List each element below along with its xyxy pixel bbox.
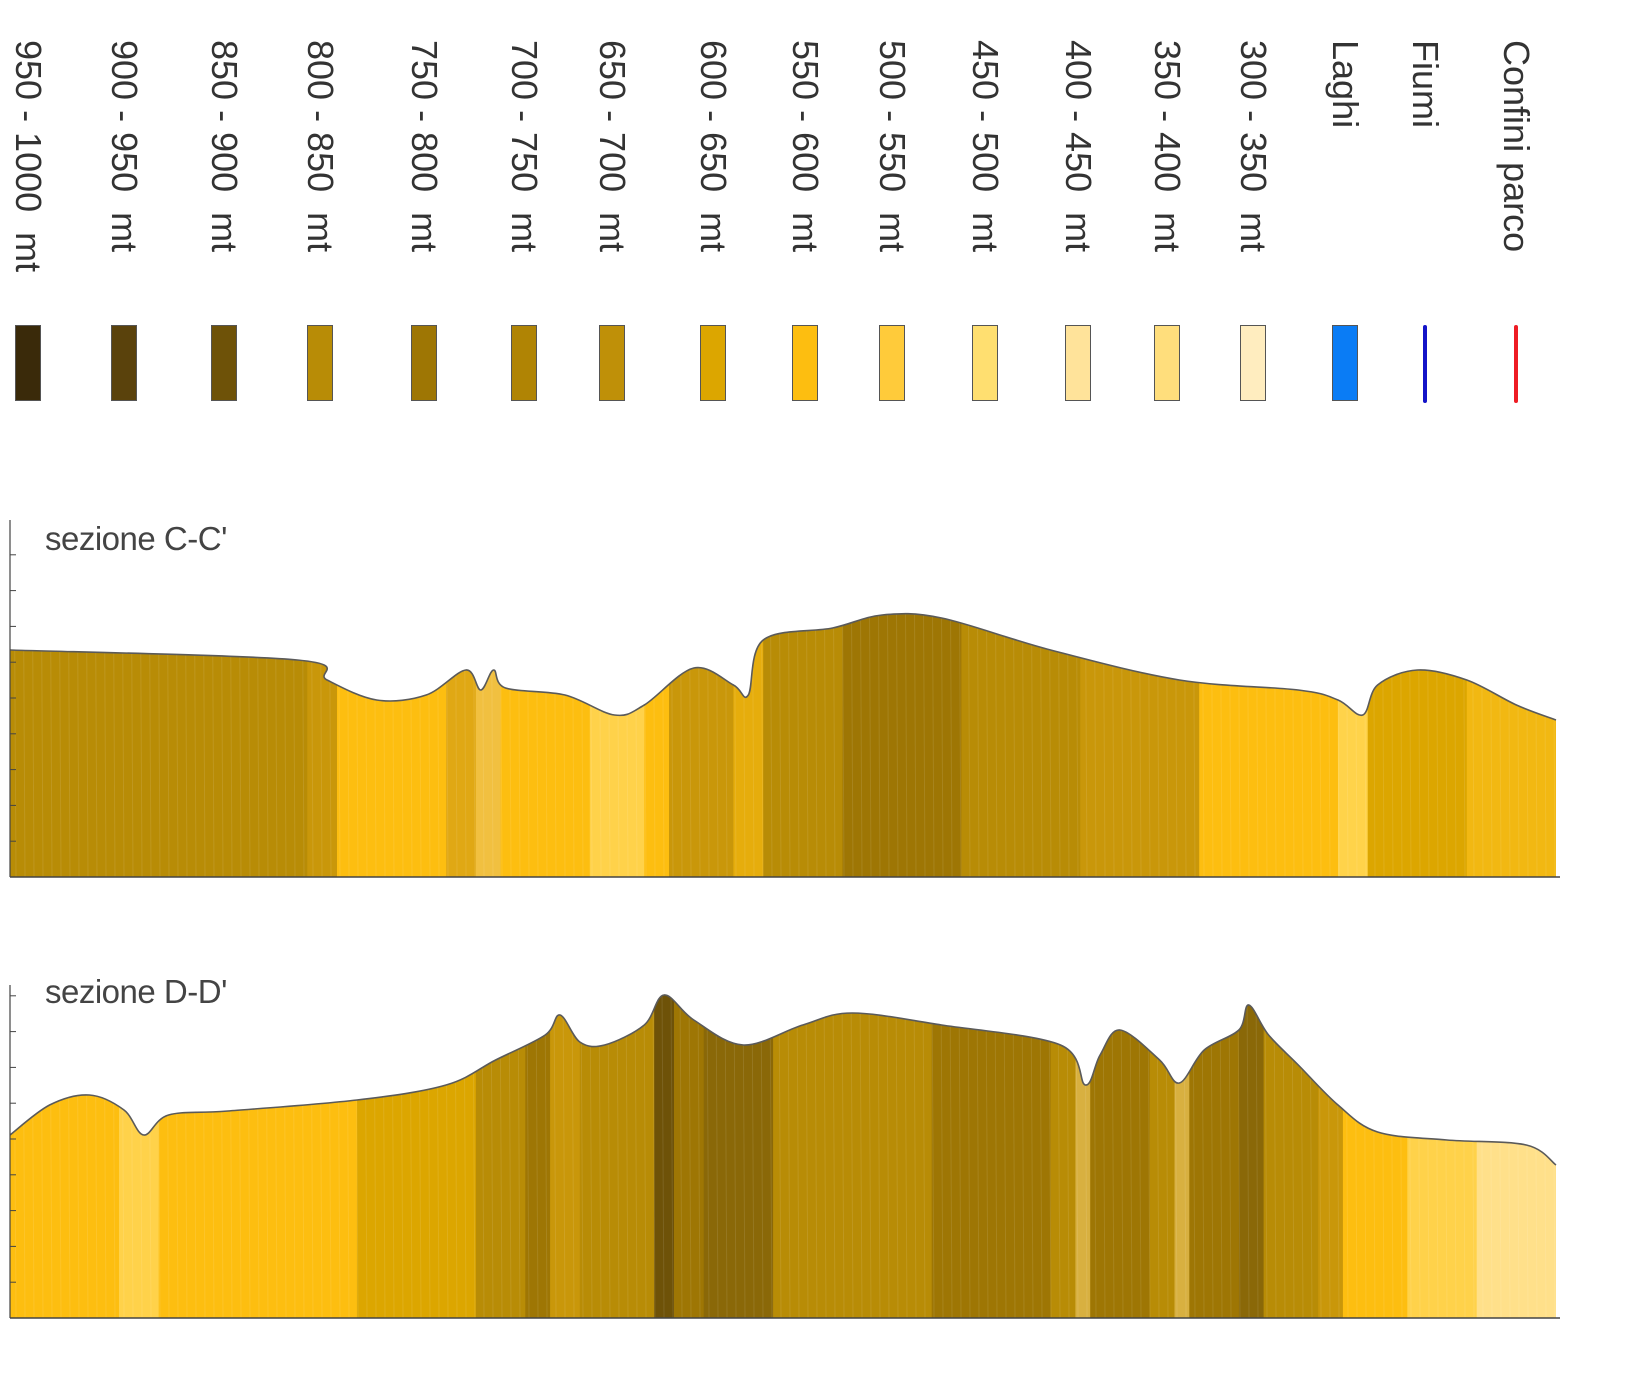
elevation-band (703, 994, 774, 1318)
legend-swatch (879, 325, 905, 401)
legend-label: 800 - 850 mt (300, 40, 341, 253)
elevation-band (1149, 994, 1175, 1318)
legend-swatch (792, 325, 818, 401)
legend-item: 700 - 750 mt (479, 0, 569, 420)
legend-item: 400 - 450 mt (1033, 0, 1123, 420)
legend-swatch (972, 325, 998, 401)
legend-swatch (307, 325, 333, 401)
legend-label: 500 - 550 mt (872, 40, 913, 253)
legend-line-symbol (1514, 325, 1518, 403)
legend-line-symbol (1423, 325, 1427, 403)
legend-swatch (15, 325, 41, 401)
elevation-band (525, 994, 551, 1318)
terrain-profile-line (9, 612, 1557, 721)
elevation-band (10, 994, 120, 1318)
legend-item: 300 - 350 mt (1208, 0, 1298, 420)
terrain-profile-line (9, 994, 1557, 1166)
elevation-band (475, 613, 502, 877)
elevation-band (1407, 994, 1478, 1318)
legend-swatch (1332, 325, 1358, 401)
legend-item: 900 - 950 mt (79, 0, 169, 420)
elevation-bands (10, 613, 1556, 878)
elevation-band (1338, 613, 1369, 877)
legend-item: 550 - 600 mt (760, 0, 850, 420)
legend-swatch (511, 325, 537, 401)
legend-label: 700 - 750 mt (504, 40, 545, 253)
elevation-band (1050, 994, 1076, 1318)
elevation-band (1318, 994, 1344, 1318)
elevation-band (842, 613, 962, 877)
legend-item: 600 - 650 mt (668, 0, 758, 420)
elevation-band (1466, 613, 1556, 877)
legend-label: 400 - 450 mt (1058, 40, 1099, 253)
legend-label: Confini parco (1496, 40, 1537, 253)
legend-label: 350 - 400 mt (1147, 40, 1188, 253)
elevation-band (1199, 613, 1339, 877)
elevation-band (579, 994, 655, 1318)
legend-label: 850 - 900 mt (204, 40, 245, 253)
elevation-band (669, 613, 734, 877)
legend: 950 - 1000 mt 900 - 950 mt 850 - 900 mt 800… (0, 0, 1639, 420)
legend-item: 750 - 800 mt (379, 0, 469, 420)
elevation-band (1342, 994, 1408, 1318)
legend-swatch (1154, 325, 1180, 401)
legend-item: 500 - 550 mt (847, 0, 937, 420)
elevation-band (119, 994, 160, 1318)
elevation-band (1238, 994, 1265, 1318)
elevation-band (654, 994, 675, 1318)
legend-label: 450 - 500 mt (965, 40, 1006, 253)
legend-item: Fiumi (1380, 0, 1470, 420)
section-d-chart (9, 985, 1560, 1319)
legend-swatch (111, 325, 137, 401)
elevation-band (931, 994, 1052, 1318)
legend-label: 300 - 350 mt (1233, 40, 1274, 253)
legend-swatch (211, 325, 237, 401)
legend-label: 550 - 600 mt (785, 40, 826, 253)
legend-item: 950 - 1000 mt (0, 0, 73, 420)
legend-item: Laghi (1300, 0, 1390, 420)
legend-label: 600 - 650 mt (693, 40, 734, 253)
legend-item: 450 - 500 mt (940, 0, 1030, 420)
legend-label: Fiumi (1405, 40, 1446, 128)
elevation-band (961, 613, 1081, 877)
section-d-profile: sezione D-D' (0, 973, 1639, 1400)
legend-swatch (599, 325, 625, 401)
elevation-band (1263, 994, 1319, 1318)
section-c-profile: sezione C-C' (0, 520, 1639, 940)
elevation-band (674, 994, 705, 1318)
legend-label: 900 - 950 mt (104, 40, 145, 253)
legend-label: 750 - 800 mt (404, 40, 445, 253)
elevation-band (733, 613, 764, 877)
legend-item: 800 - 850 mt (275, 0, 365, 420)
legend-swatch (1240, 325, 1266, 401)
elevation-band (773, 994, 933, 1318)
elevation-band (446, 613, 477, 877)
legend-item: Confini parco (1471, 0, 1561, 420)
legend-swatch (700, 325, 726, 401)
legend-label: Laghi (1325, 40, 1366, 129)
legend-item: 850 - 900 mt (179, 0, 269, 420)
elevation-band (763, 613, 843, 877)
section-c-title: sezione C-C' (45, 520, 227, 557)
legend-swatch (411, 325, 437, 401)
legend-label: 650 - 700 mt (592, 40, 633, 253)
legend-label: 950 - 1000 mt (8, 40, 49, 273)
section-d-title: sezione D-D' (45, 973, 227, 1010)
section-c-chart (9, 520, 1560, 878)
elevation-band (644, 613, 670, 877)
legend-swatch (1065, 325, 1091, 401)
elevation-band (550, 994, 581, 1318)
legend-item: 650 - 700 mt (567, 0, 657, 420)
legend-item: 350 - 400 mt (1122, 0, 1212, 420)
elevation-bands (10, 994, 1556, 1318)
